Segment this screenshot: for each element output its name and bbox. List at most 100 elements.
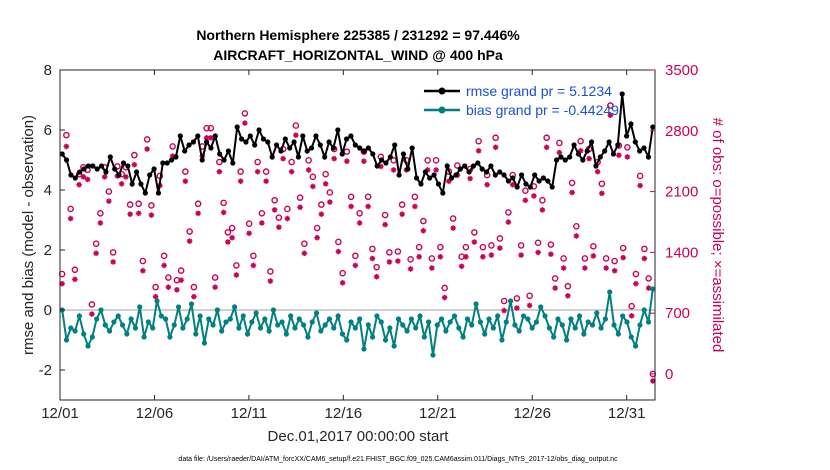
rmse-point bbox=[549, 184, 555, 190]
obs-possible-marker bbox=[313, 224, 321, 232]
x-tick-label: 12/16 bbox=[325, 405, 363, 422]
bias-point bbox=[413, 325, 419, 331]
bias-point bbox=[188, 301, 195, 307]
rmse-point bbox=[374, 163, 380, 169]
y2-tick-label: 2800 bbox=[665, 123, 698, 140]
bias-point bbox=[128, 316, 134, 322]
rmse-point bbox=[326, 139, 332, 145]
obs-assimilated-marker bbox=[127, 211, 133, 218]
bias-point bbox=[460, 334, 466, 340]
rmse-point bbox=[409, 145, 415, 151]
obs-possible-marker bbox=[505, 209, 512, 216]
rmse-point bbox=[413, 175, 420, 181]
obs-assimilated-marker bbox=[437, 253, 444, 260]
y-tick-label: 4 bbox=[44, 182, 52, 199]
bias-point bbox=[512, 322, 518, 328]
obs-assimilated-marker bbox=[182, 178, 189, 185]
bias-point bbox=[318, 328, 324, 334]
obs-assimilated-marker bbox=[526, 302, 533, 309]
bias-point bbox=[361, 346, 367, 352]
obs-possible-marker bbox=[398, 201, 406, 208]
bias-point bbox=[564, 337, 570, 343]
obs-possible-marker bbox=[394, 248, 402, 255]
obs-possible-marker bbox=[92, 240, 100, 247]
bias-point bbox=[85, 343, 91, 349]
y-tick-label: 2 bbox=[44, 242, 52, 259]
obs-possible-marker bbox=[347, 193, 355, 201]
rmse-point bbox=[628, 121, 634, 127]
x-tick-label: 12/21 bbox=[419, 405, 457, 422]
obs-assimilated-marker bbox=[225, 239, 231, 245]
obs-possible-marker bbox=[539, 196, 546, 204]
rmse-point bbox=[558, 154, 564, 160]
obs-possible-marker bbox=[526, 292, 533, 300]
bias-point bbox=[262, 316, 268, 322]
obs-assimilated-marker bbox=[233, 272, 240, 278]
bias-point bbox=[434, 322, 440, 328]
bias-point bbox=[184, 316, 190, 322]
obs-possible-marker bbox=[241, 110, 249, 117]
bias-point bbox=[270, 307, 277, 313]
obs-assimilated-marker bbox=[254, 168, 261, 175]
obs-assimilated-marker bbox=[382, 221, 388, 228]
obs-assimilated-marker bbox=[229, 234, 235, 241]
rmse-point bbox=[195, 133, 201, 139]
bias-point bbox=[387, 325, 393, 331]
bias-point bbox=[555, 316, 561, 322]
rmse-point bbox=[269, 154, 275, 160]
obs-possible-marker bbox=[500, 297, 508, 305]
obs-possible-marker bbox=[517, 242, 525, 249]
obs-assimilated-marker bbox=[356, 220, 363, 226]
obs-assimilated-marker bbox=[118, 181, 125, 187]
rmse-point bbox=[518, 172, 525, 178]
rmse-point bbox=[435, 181, 442, 187]
bias-point bbox=[594, 310, 600, 316]
rmse-point bbox=[63, 157, 70, 163]
rmse-point bbox=[536, 178, 542, 184]
rmse-point bbox=[440, 190, 446, 196]
plot-background bbox=[60, 70, 655, 400]
obs-assimilated-marker bbox=[178, 277, 184, 284]
rmse-point bbox=[422, 169, 428, 175]
bias-point bbox=[63, 337, 70, 343]
obs-assimilated-marker bbox=[441, 294, 448, 301]
bias-point bbox=[266, 328, 272, 334]
rmse-point bbox=[278, 148, 284, 154]
obs-assimilated-marker bbox=[276, 224, 282, 231]
rmse-point bbox=[116, 172, 122, 178]
obs-assimilated-marker bbox=[72, 276, 78, 283]
bias-point bbox=[309, 319, 315, 325]
bias-point bbox=[572, 325, 578, 331]
obs-assimilated-marker bbox=[369, 255, 376, 262]
obs-assimilated-marker bbox=[620, 254, 626, 261]
bias-point bbox=[175, 304, 182, 310]
obs-assimilated-marker bbox=[365, 203, 371, 210]
bias-line bbox=[61, 288, 654, 356]
obs-assimilated-marker bbox=[169, 153, 176, 159]
x-tick-label: 12/31 bbox=[608, 405, 646, 422]
x-tick-label: 12/01 bbox=[41, 405, 79, 422]
obs-assimilated-marker bbox=[152, 293, 159, 300]
obs-assimilated-marker bbox=[582, 265, 588, 271]
obs-possible-marker bbox=[177, 267, 185, 274]
obs-assimilated-marker bbox=[603, 265, 609, 271]
bias-point bbox=[645, 319, 652, 325]
bias-point bbox=[283, 331, 289, 337]
obs-possible-marker bbox=[88, 301, 96, 308]
obs-possible-marker bbox=[492, 134, 499, 142]
obs-assimilated-marker bbox=[518, 252, 524, 258]
obs-assimilated-marker bbox=[535, 249, 541, 256]
obs-assimilated-marker bbox=[97, 220, 104, 226]
obs-assimilated-marker bbox=[424, 167, 431, 173]
rmse-point bbox=[365, 145, 372, 151]
bias-point bbox=[632, 343, 639, 349]
obs-assimilated-marker bbox=[373, 273, 380, 280]
rmse-point bbox=[160, 160, 166, 166]
rmse-point bbox=[510, 175, 516, 181]
bias-point bbox=[641, 307, 647, 313]
bias-point bbox=[119, 322, 126, 328]
obs-assimilated-marker bbox=[318, 211, 325, 218]
obs-possible-marker bbox=[335, 238, 342, 246]
rmse-point bbox=[610, 151, 617, 157]
rmse-point bbox=[545, 178, 551, 184]
